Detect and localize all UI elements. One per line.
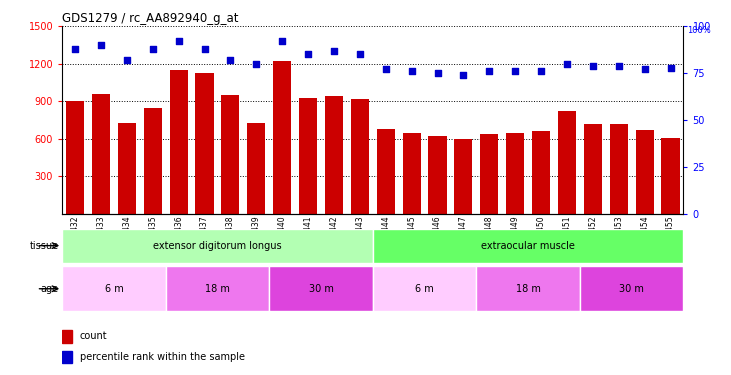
- Bar: [403, 132, 421, 214]
- Point: [613, 63, 624, 69]
- Point: [251, 61, 262, 67]
- Bar: [373, 229, 683, 262]
- Bar: [376, 129, 395, 214]
- Text: extensor digitorum longus: extensor digitorum longus: [154, 241, 281, 250]
- Bar: [480, 134, 499, 214]
- Bar: [66, 101, 84, 214]
- Text: GDS1279 / rc_AA892940_g_at: GDS1279 / rc_AA892940_g_at: [62, 12, 238, 25]
- Text: 18 m: 18 m: [515, 284, 541, 294]
- Point: [380, 66, 392, 72]
- Text: 18 m: 18 m: [205, 284, 230, 294]
- Bar: [221, 95, 240, 214]
- Point: [458, 72, 469, 78]
- Text: percentile rank within the sample: percentile rank within the sample: [80, 352, 245, 362]
- Point: [69, 46, 81, 52]
- Bar: [532, 131, 550, 214]
- Text: age: age: [40, 284, 58, 294]
- Bar: [351, 99, 369, 214]
- Point: [510, 68, 521, 74]
- Point: [561, 61, 573, 67]
- Bar: [428, 136, 447, 214]
- Bar: [299, 98, 317, 214]
- Bar: [558, 111, 576, 214]
- Bar: [580, 266, 683, 311]
- Point: [147, 46, 159, 52]
- Text: 6 m: 6 m: [105, 284, 124, 294]
- Point: [432, 70, 444, 76]
- Bar: [62, 351, 72, 363]
- Point: [302, 51, 314, 57]
- Bar: [92, 94, 110, 214]
- Point: [406, 68, 417, 74]
- Text: 6 m: 6 m: [415, 284, 434, 294]
- Bar: [166, 266, 269, 311]
- Bar: [62, 266, 166, 311]
- Point: [95, 42, 107, 48]
- Point: [276, 38, 288, 44]
- Bar: [477, 266, 580, 311]
- Point: [328, 48, 340, 54]
- Bar: [195, 72, 213, 214]
- Text: 100%: 100%: [687, 26, 711, 35]
- Point: [535, 68, 547, 74]
- Text: tissue: tissue: [29, 241, 58, 250]
- Point: [354, 51, 366, 57]
- Bar: [170, 70, 188, 214]
- Bar: [635, 130, 654, 214]
- Bar: [62, 330, 72, 343]
- Bar: [610, 124, 628, 214]
- Bar: [455, 139, 472, 214]
- Bar: [506, 132, 524, 214]
- Point: [664, 64, 676, 70]
- Point: [199, 46, 211, 52]
- Bar: [62, 229, 373, 262]
- Point: [173, 38, 184, 44]
- Text: 30 m: 30 m: [619, 284, 644, 294]
- Bar: [273, 61, 291, 214]
- Bar: [662, 138, 680, 214]
- Point: [587, 63, 599, 69]
- Text: extraocular muscle: extraocular muscle: [481, 241, 575, 250]
- Text: count: count: [80, 332, 107, 342]
- Bar: [373, 266, 477, 311]
- Bar: [584, 124, 602, 214]
- Bar: [247, 123, 265, 214]
- Point: [224, 57, 236, 63]
- Point: [483, 68, 495, 74]
- Point: [121, 57, 133, 63]
- Bar: [269, 266, 373, 311]
- Point: [639, 66, 651, 72]
- Bar: [144, 108, 162, 214]
- Text: 30 m: 30 m: [308, 284, 333, 294]
- Bar: [118, 123, 136, 214]
- Bar: [325, 96, 343, 214]
